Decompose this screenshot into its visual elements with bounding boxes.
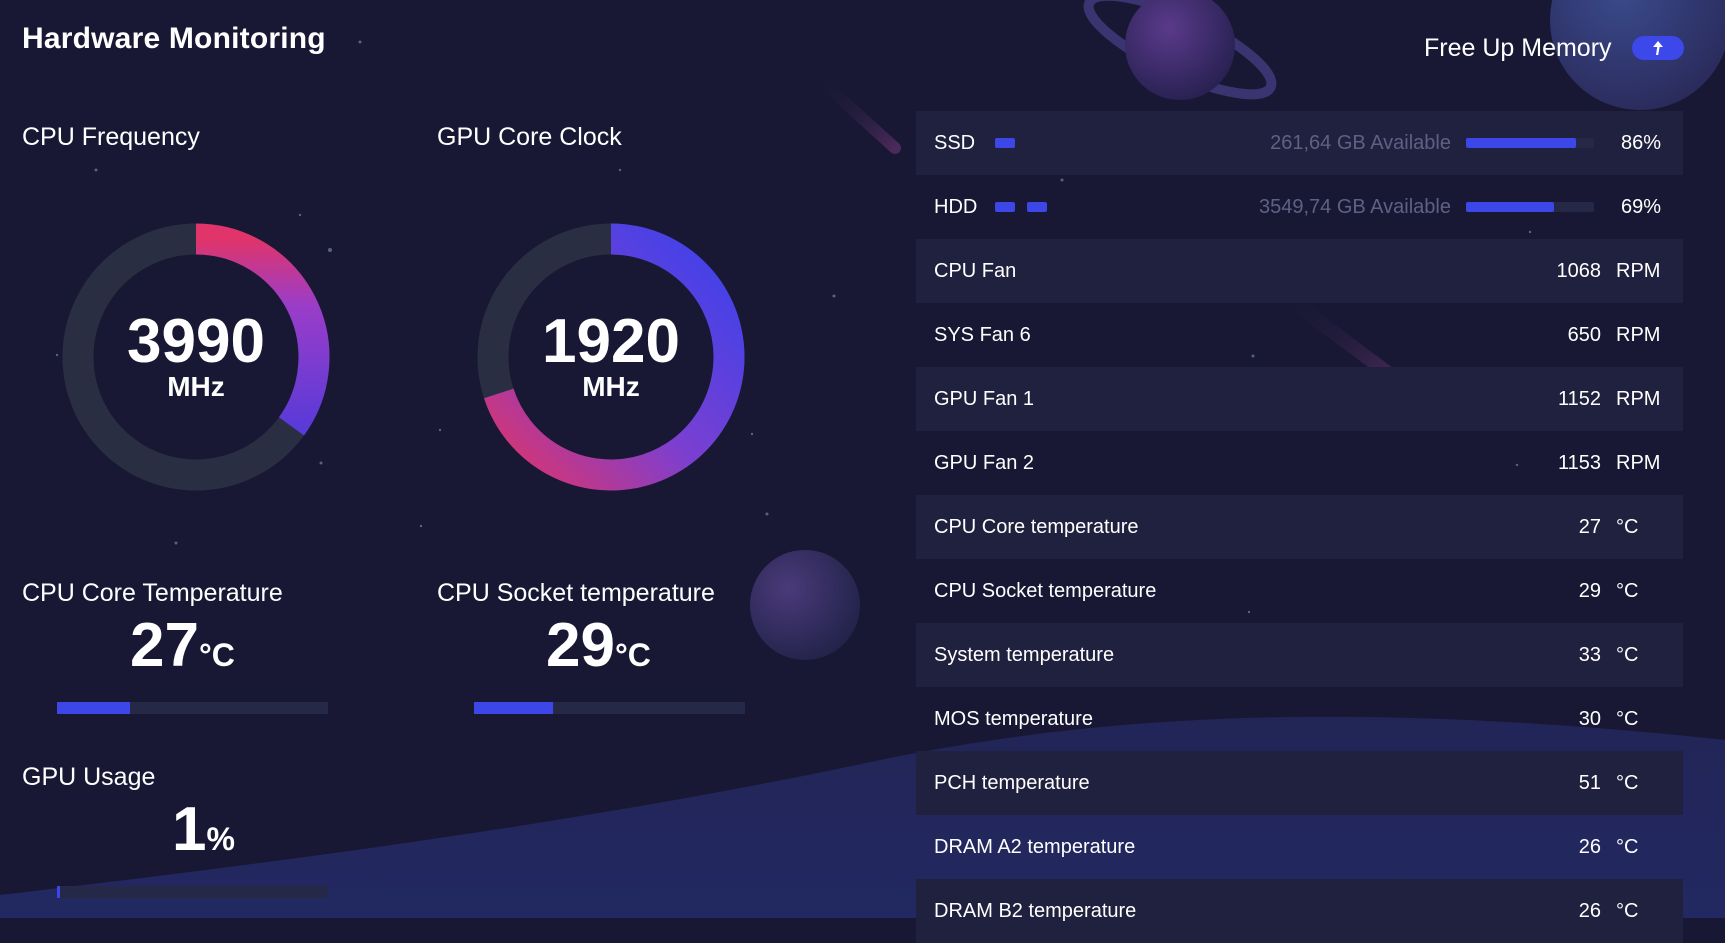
gpu-usage-readout: 1%	[172, 794, 235, 865]
cpu-socket-temperature-readout: 29°C	[546, 610, 651, 681]
gauge-fill-arc	[484, 223, 745, 491]
sensor-unit: °C	[1616, 771, 1639, 794]
cpu-frequency-ring	[62, 223, 330, 491]
sensor-unit: RPM	[1616, 387, 1661, 410]
cpu-socket-temperature-value: 29	[546, 611, 615, 680]
gpu-core-clock-gauge: 1920 MHz	[476, 222, 746, 492]
sensor-row: CPU Socket temperature 29 °C	[916, 559, 1683, 623]
sensor-name: CPU Core temperature	[934, 515, 1139, 538]
gpu-core-clock-value: 1920	[542, 307, 680, 376]
sensor-row: PCH temperature 51 °C	[916, 751, 1683, 815]
cpu-core-temperature-label: CPU Core Temperature	[22, 579, 283, 607]
cpu-core-temperature-bar-fill	[57, 702, 131, 714]
gpu-core-clock-ring	[477, 223, 745, 491]
drive-icon	[995, 138, 1015, 148]
drive-usage-bar-fill	[1466, 138, 1577, 148]
cpu-socket-temperature-label: CPU Socket temperature	[437, 579, 715, 607]
drive-row-hdd: HDD 3549,74 GB Available 69%	[916, 175, 1683, 239]
sensor-unit: °C	[1616, 835, 1639, 858]
gpu-usage-label: GPU Usage	[22, 763, 156, 791]
sensor-value: 26	[1578, 899, 1601, 922]
sensor-value: 27	[1578, 515, 1601, 538]
cpu-socket-temperature-unit: °C	[614, 637, 651, 673]
sensor-value: 51	[1578, 771, 1601, 794]
cpu-core-temperature-value: 27	[130, 611, 199, 680]
free-up-memory-button[interactable]: Free Up Memory	[1424, 30, 1684, 66]
sensor-unit: RPM	[1616, 323, 1661, 346]
drive-icon	[1027, 202, 1047, 212]
sensor-unit: °C	[1616, 643, 1639, 666]
gpu-core-clock-unit: MHz	[582, 371, 640, 402]
sensor-value: 33	[1578, 643, 1601, 666]
sensor-name: DRAM A2 temperature	[934, 835, 1136, 858]
sensor-row: DRAM A2 temperature 26 °C	[916, 815, 1683, 879]
sensor-unit: RPM	[1616, 259, 1661, 282]
sensor-value: 30	[1578, 707, 1601, 730]
sensor-value: 650	[1567, 323, 1601, 346]
sensor-row: GPU Fan 1 1152 RPM	[916, 367, 1683, 431]
drive-available: 261,64 GB Available	[1270, 131, 1451, 154]
sensor-row: MOS temperature 30 °C	[916, 687, 1683, 751]
drive-percent: 69%	[1620, 195, 1661, 218]
sensor-row: CPU Fan 1068 RPM	[916, 239, 1683, 303]
cpu-core-temperature-unit: °C	[198, 637, 235, 673]
cpu-frequency-gauge: 3990 MHz	[61, 222, 331, 492]
gpu-usage-bar	[57, 886, 328, 898]
sensor-name: System temperature	[934, 643, 1115, 666]
sensor-name: GPU Fan 1	[934, 387, 1035, 410]
sensor-row: GPU Fan 2 1153 RPM	[916, 431, 1683, 495]
sensor-table: SSD 261,64 GB Available 86% HDD 3549,74 …	[916, 111, 1683, 943]
sensor-unit: °C	[1616, 707, 1639, 730]
cpu-socket-temperature-bar-fill	[474, 702, 553, 714]
sensor-name: PCH temperature	[934, 771, 1090, 794]
sensor-row: DRAM B2 temperature 26 °C	[916, 879, 1683, 943]
cpu-socket-temperature-bar	[474, 702, 745, 714]
drive-percent: 86%	[1620, 131, 1661, 154]
drive-usage-bar-fill	[1466, 202, 1555, 212]
drive-icon	[995, 202, 1015, 212]
gpu-usage-unit: %	[206, 821, 235, 857]
sensor-value: 1152	[1557, 387, 1601, 410]
drive-available: 3549,74 GB Available	[1258, 195, 1451, 218]
drive-name: SSD	[934, 131, 976, 154]
sensor-value: 1153	[1557, 451, 1601, 474]
cpu-frequency-value: 3990	[127, 307, 265, 376]
arrow-up-icon	[1652, 41, 1663, 55]
gpu-usage-bar-fill	[57, 886, 60, 898]
sensor-name: CPU Fan	[934, 259, 1017, 282]
sensor-value: 1068	[1556, 259, 1602, 282]
cpu-core-temperature-bar	[57, 702, 328, 714]
sensor-name: MOS temperature	[934, 707, 1093, 730]
cpu-frequency-unit: MHz	[167, 371, 225, 402]
sensor-value: 26	[1578, 835, 1601, 858]
sensor-row: CPU Core temperature 27 °C	[916, 495, 1683, 559]
sensor-name: DRAM B2 temperature	[934, 899, 1137, 922]
sensor-name: SYS Fan 6	[934, 323, 1031, 346]
cpu-core-temperature-readout: 27°C	[130, 610, 235, 681]
drive-row-ssd: SSD 261,64 GB Available 86%	[916, 111, 1683, 175]
gpu-usage-value: 1	[172, 795, 207, 864]
sensor-unit: RPM	[1616, 451, 1661, 474]
cpu-frequency-label: CPU Frequency	[22, 123, 200, 151]
sensor-row: SYS Fan 6 650 RPM	[916, 303, 1683, 367]
drive-usage-bar	[1466, 138, 1594, 148]
sensor-unit: °C	[1616, 515, 1639, 538]
sensor-unit: °C	[1616, 579, 1639, 602]
drive-usage-bar	[1466, 202, 1594, 212]
free-up-memory-toggle[interactable]	[1631, 36, 1684, 60]
sensor-unit: °C	[1616, 899, 1639, 922]
sensor-name: GPU Fan 2	[934, 451, 1035, 474]
sensor-name: CPU Socket temperature	[934, 579, 1157, 602]
sensor-value: 29	[1578, 579, 1601, 602]
gpu-core-clock-label: GPU Core Clock	[437, 123, 622, 151]
drive-name: HDD	[934, 195, 978, 218]
free-up-memory-label: Free Up Memory	[1424, 33, 1612, 62]
sensor-row: System temperature 33 °C	[916, 623, 1683, 687]
page-title: Hardware Monitoring	[22, 22, 326, 55]
gauge-fill-arc	[195, 223, 330, 436]
